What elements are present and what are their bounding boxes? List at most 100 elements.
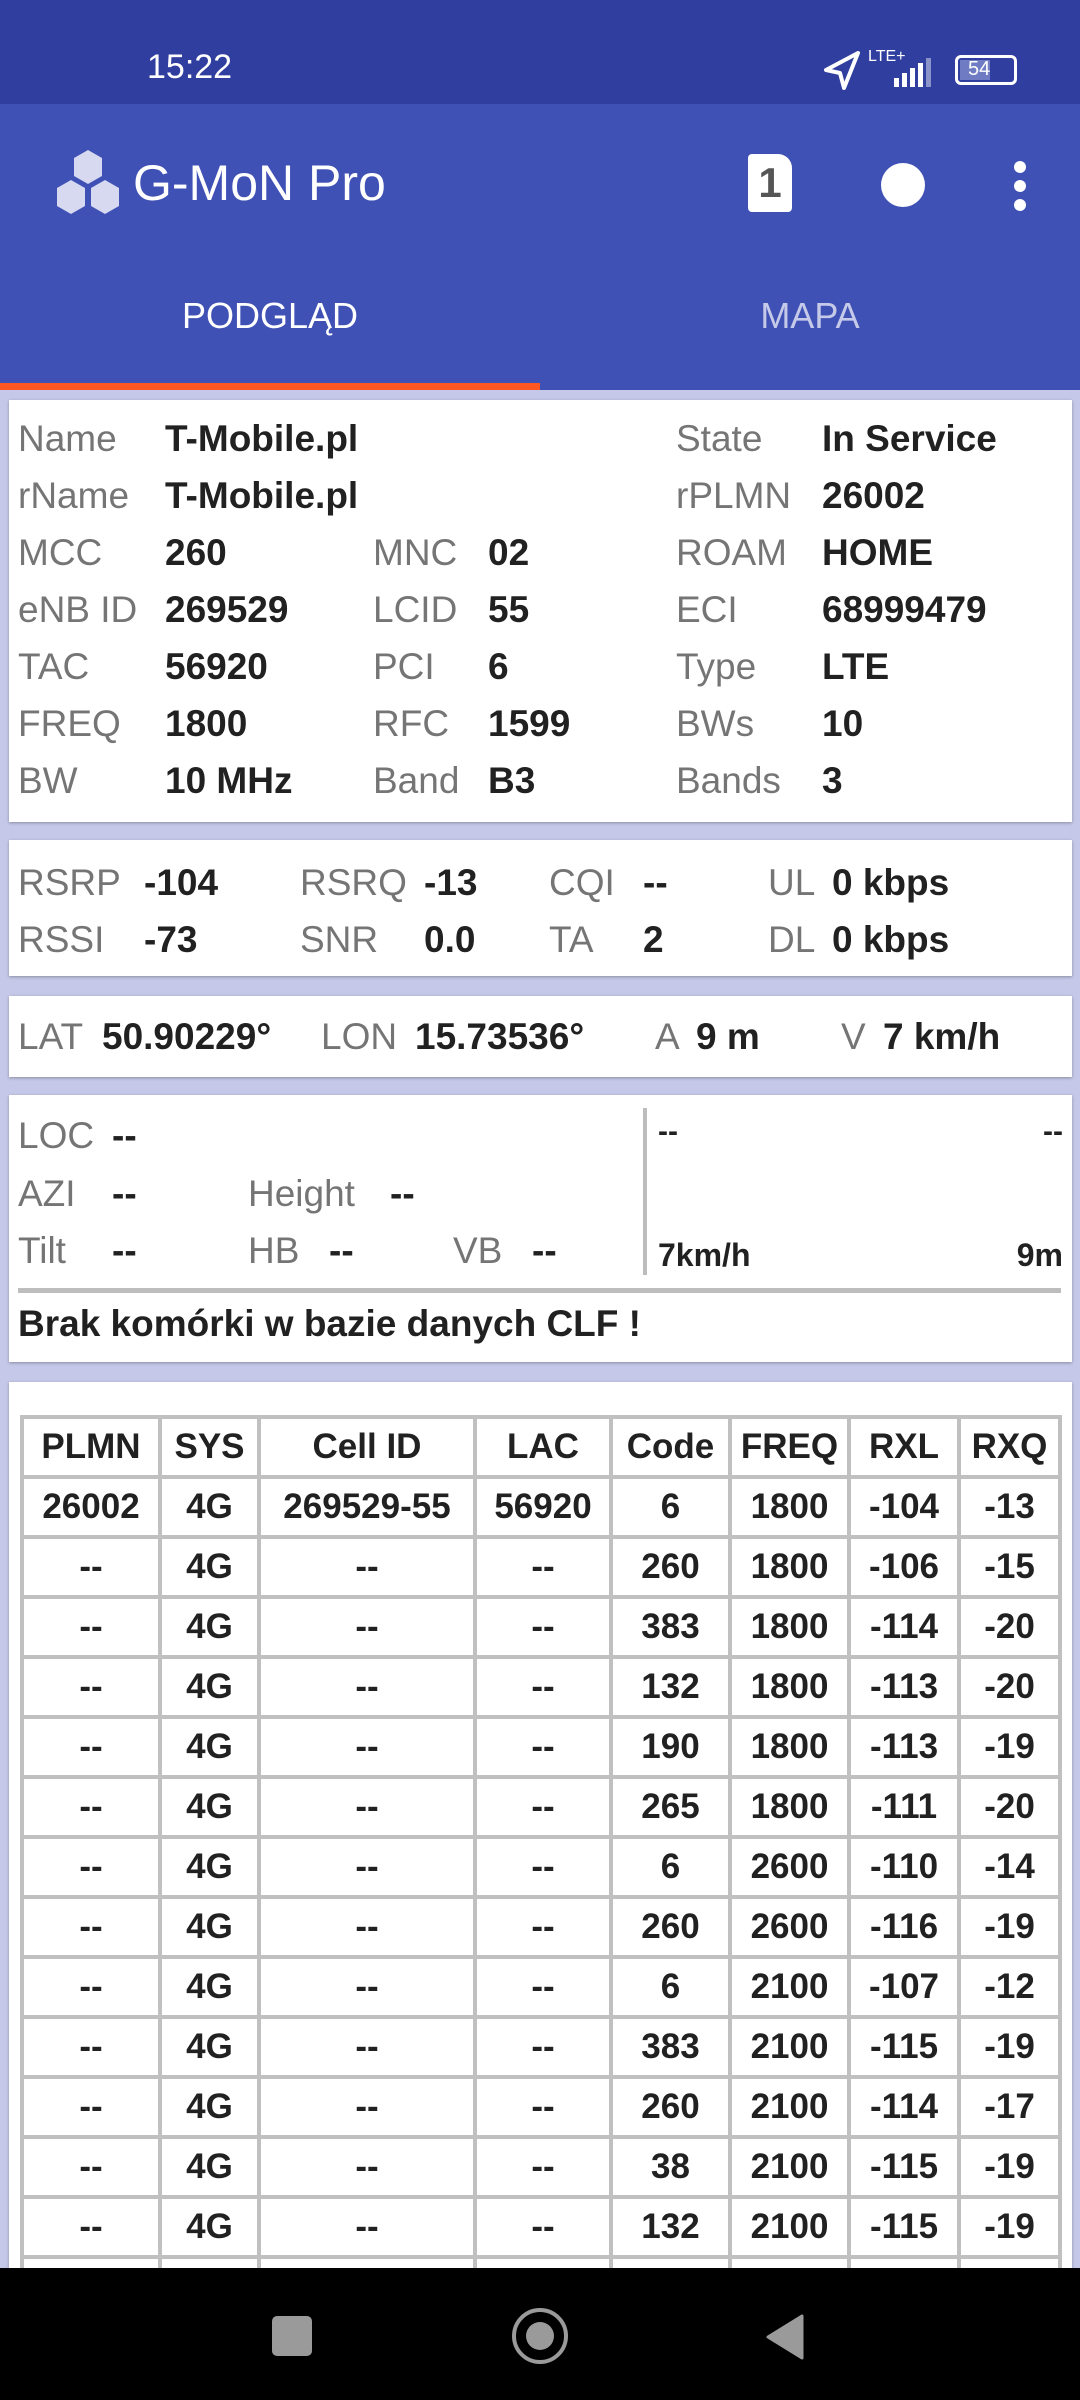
rssi-value: -73 — [144, 919, 198, 960]
table-cell: -- — [257, 1775, 477, 1839]
column-header: RXL — [847, 1415, 961, 1479]
app-title: G-MoN Pro — [133, 155, 386, 211]
table-cell: -- — [473, 2075, 613, 2139]
table-cell: -- — [473, 1595, 613, 1659]
rfc-value: 1599 — [488, 703, 571, 744]
record-button[interactable] — [881, 163, 925, 207]
table-cell: 4G — [158, 2135, 261, 2199]
table-cell: -106 — [847, 1535, 961, 1599]
table-cell: -- — [473, 1835, 613, 1899]
table-cell: -115 — [847, 2135, 961, 2199]
table-cell: 26002 — [20, 1475, 162, 1539]
table-cell: 6 — [609, 1835, 732, 1899]
recents-button[interactable] — [272, 2316, 312, 2356]
rssi-label: RSSI — [18, 919, 105, 960]
lon-label: LON — [321, 1016, 398, 1057]
band-label: Band — [373, 760, 460, 801]
table-cell: -- — [20, 1835, 162, 1899]
table-row: 26002 4G 269529-55 56920 6 1800 -104 -13 — [20, 1475, 1062, 1539]
state-label: State — [676, 418, 763, 459]
vertical-divider — [643, 1108, 647, 1275]
table-cell: -113 — [847, 1715, 961, 1779]
lcid-label: LCID — [373, 589, 458, 630]
table-cell: 132 — [609, 1655, 732, 1719]
table-cell: -110 — [847, 1835, 961, 1899]
table-row: -- 4G -- -- 265 1800 -111 -20 — [20, 1775, 1062, 1839]
height-label: Height — [248, 1173, 355, 1214]
bearing-value: -- — [1043, 1115, 1063, 1148]
bw-label: BW — [18, 760, 78, 801]
tab-label: MAPA — [760, 295, 860, 336]
table-cell: -- — [20, 2195, 162, 2259]
rsrq-label: RSRQ — [300, 862, 407, 903]
table-cell: -114 — [847, 1595, 961, 1659]
home-button[interactable] — [512, 2308, 568, 2364]
clock: 15:22 — [147, 48, 233, 86]
bws-label: BWs — [676, 703, 755, 744]
table-cell: -- — [257, 2135, 477, 2199]
table-cell: -- — [20, 1715, 162, 1779]
overflow-menu-icon[interactable] — [1008, 160, 1032, 212]
table-header-row: PLMN SYS Cell ID LAC Code FREQ RXL RXQ — [20, 1415, 1062, 1479]
enb-value: 269529 — [165, 589, 289, 630]
table-cell: -- — [257, 1595, 477, 1659]
eci-value: 68999479 — [822, 589, 987, 630]
dl-value: 0 kbps — [832, 919, 950, 960]
table-cell: 4G — [158, 2075, 261, 2139]
table-cell: -- — [257, 2015, 477, 2079]
table-cell: -- — [473, 1655, 613, 1719]
table-row: -- 4G -- -- 383 1800 -114 -20 — [20, 1595, 1062, 1659]
table-cell: -- — [473, 1535, 613, 1599]
table-cell: 1800 — [728, 1535, 851, 1599]
speed-label: V — [841, 1016, 866, 1057]
table-cell: -114 — [847, 2075, 961, 2139]
table-cell: 56920 — [473, 1475, 613, 1539]
table-cell: -- — [473, 1955, 613, 2019]
table-cell: 1800 — [728, 1715, 851, 1779]
type-value: LTE — [822, 646, 890, 687]
tilt-label: Tilt — [18, 1230, 66, 1271]
lat-value: 50.90229° — [102, 1016, 272, 1057]
column-header: RXQ — [957, 1415, 1062, 1479]
table-cell: -104 — [847, 1475, 961, 1539]
table-cell: 383 — [609, 1595, 732, 1659]
bands-label: Bands — [676, 760, 781, 801]
mcc-value: 260 — [165, 532, 227, 573]
vb-label: VB — [453, 1230, 503, 1271]
pci-value: 6 — [488, 646, 509, 687]
rsrp-label: RSRP — [18, 862, 121, 903]
column-header: Code — [609, 1415, 732, 1479]
table-cell: -- — [257, 1655, 477, 1719]
column-header: LAC — [473, 1415, 613, 1479]
pci-label: PCI — [373, 646, 435, 687]
table-cell: -- — [473, 1895, 613, 1959]
table-cell: -- — [257, 1835, 477, 1899]
ta-value: 2 — [643, 919, 664, 960]
horizontal-divider — [18, 1288, 1061, 1293]
table-cell: 2100 — [728, 1955, 851, 2019]
table-cell: -13 — [957, 1475, 1062, 1539]
table-cell: 1800 — [728, 1475, 851, 1539]
table-cell: 4G — [158, 1655, 261, 1719]
table-cell: 4G — [158, 1775, 261, 1839]
tilt-value: -- — [112, 1230, 137, 1271]
table-cell: -19 — [957, 2015, 1062, 2079]
table-cell: 4G — [158, 1955, 261, 2019]
table-cell: -- — [20, 2135, 162, 2199]
sim-card-button[interactable]: 1 — [748, 154, 792, 212]
table-cell: 190 — [609, 1715, 732, 1779]
table-cell: 383 — [609, 2015, 732, 2079]
speed-readout: 7km/h — [658, 1237, 751, 1273]
table-cell: 4G — [158, 1535, 261, 1599]
rsrp-value: -104 — [144, 862, 219, 903]
app-bar: G-MoN Pro 1 PODGLĄD MAPA — [0, 104, 1080, 390]
tab-mapa[interactable]: MAPA — [540, 250, 1080, 390]
rname-value: T-Mobile.pl — [165, 475, 359, 516]
signal-icon — [894, 58, 931, 87]
ul-value: 0 kbps — [832, 862, 950, 903]
table-row: -- 4G -- -- 260 2600 -116 -19 — [20, 1895, 1062, 1959]
back-button[interactable] — [764, 2314, 804, 2360]
table-cell: -20 — [957, 1595, 1062, 1659]
table-cell: 2600 — [728, 1895, 851, 1959]
tab-podglad[interactable]: PODGLĄD — [0, 250, 540, 390]
